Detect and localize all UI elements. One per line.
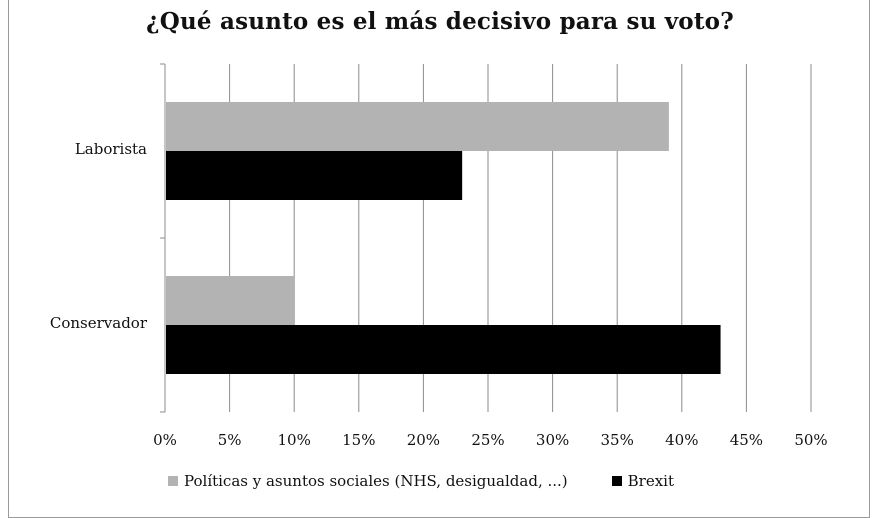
bar-laborista-series-0 — [166, 102, 669, 151]
legend-label-brexit: Brexit — [627, 472, 674, 490]
bar-chart-plot: 0% 5% 10% 15% 20% 25% 30% 35% 40% 45% 50% — [153, 63, 828, 449]
x-tick-label: 15% — [342, 431, 375, 449]
legend: Políticas y asuntos sociales (NHS, desig… — [168, 472, 718, 490]
chart-title: ¿Qué asunto es el más decisivo para su v… — [146, 8, 734, 35]
x-tick-label: 5% — [218, 431, 242, 449]
x-tick-label: 10% — [278, 431, 311, 449]
bar-conservador-series-0 — [166, 276, 295, 325]
legend-item-politicas: Políticas y asuntos sociales (NHS, desig… — [168, 472, 568, 490]
x-tick-label: 40% — [665, 431, 698, 449]
x-tick-label: 35% — [601, 431, 634, 449]
x-tick-label: 0% — [153, 431, 177, 449]
legend-swatch-brexit — [611, 476, 622, 486]
x-tick-label: 50% — [794, 431, 827, 449]
legend-swatch-politicas — [168, 476, 178, 486]
bar-laborista-series-1 — [166, 151, 463, 200]
category-label-laborista: Laborista — [74, 140, 147, 158]
bar-conservador-series-1 — [166, 325, 721, 374]
x-tick-label: 25% — [471, 431, 504, 449]
category-label-conservador: Conservador — [49, 314, 147, 332]
x-tick-label: 45% — [730, 431, 763, 449]
legend-item-brexit: Brexit — [611, 472, 674, 490]
x-tick-label: 20% — [407, 431, 440, 449]
x-tick-label: 30% — [536, 431, 569, 449]
legend-label-politicas: Políticas y asuntos sociales (NHS, desig… — [184, 472, 568, 490]
